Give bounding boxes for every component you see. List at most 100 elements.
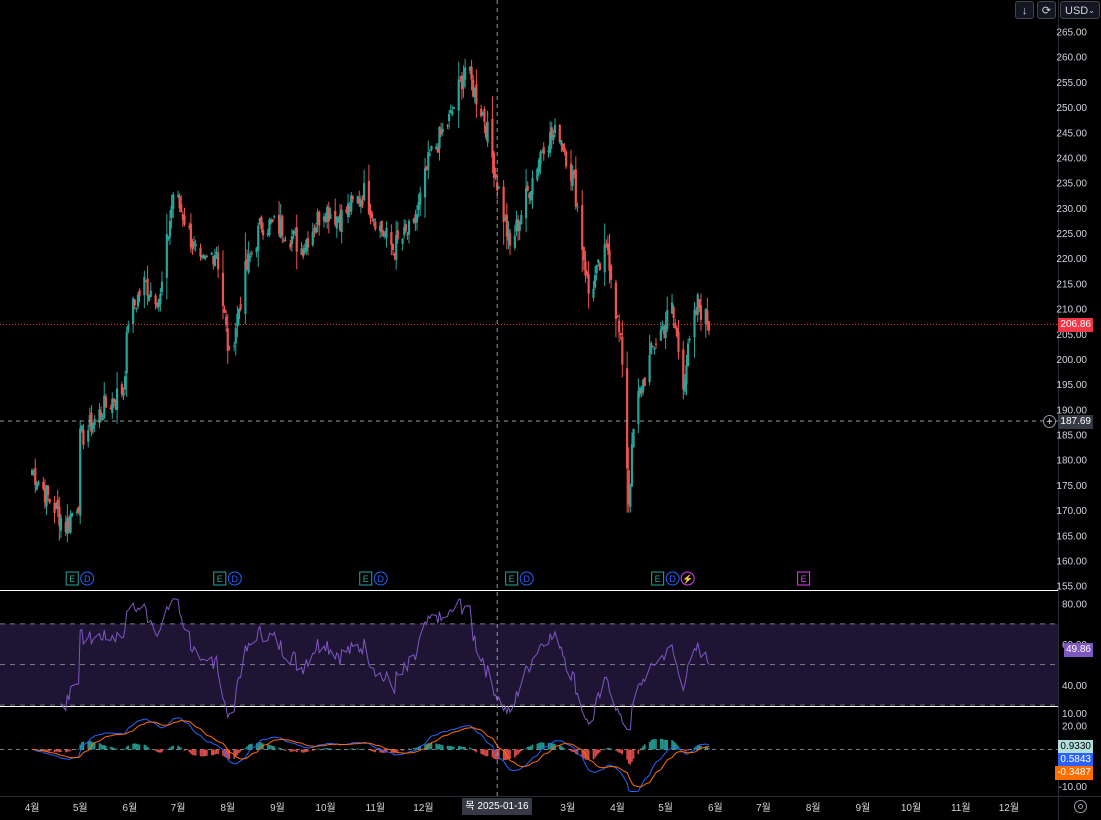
- candle: [518, 221, 521, 232]
- macd-histogram-bar: [358, 748, 361, 750]
- candle: [75, 511, 79, 513]
- candle: [675, 328, 678, 337]
- candle: [115, 388, 119, 410]
- macd-histogram-bar: [114, 748, 117, 750]
- candle: [99, 412, 103, 418]
- macd-histogram-bar: [271, 745, 274, 750]
- macd-histogram-bar: [194, 749, 197, 756]
- event-marker-label: D: [232, 574, 239, 584]
- candle: [619, 332, 622, 335]
- macd-histogram-bar: [594, 749, 596, 758]
- macd-histogram-bar: [542, 742, 545, 750]
- candle: [122, 392, 125, 396]
- candle: [616, 315, 619, 317]
- macd-histogram-bar: [157, 749, 160, 753]
- candle: [127, 325, 130, 331]
- candle: [452, 107, 456, 109]
- settings-gear-icon[interactable]: [1074, 800, 1087, 813]
- candle: [524, 187, 528, 219]
- candle: [670, 302, 674, 314]
- candle: [497, 186, 500, 189]
- candle: [112, 398, 115, 403]
- macd-histogram-bar: [446, 745, 449, 750]
- candle: [188, 226, 191, 228]
- add-alert-plus-icon[interactable]: +: [1043, 415, 1056, 428]
- candle: [372, 218, 375, 222]
- candle: [391, 243, 395, 251]
- macd-histogram-bar: [206, 749, 208, 756]
- candle: [606, 243, 609, 251]
- macd-histogram-bar: [539, 742, 542, 750]
- candle: [239, 304, 242, 310]
- macd-histogram-bar: [526, 747, 529, 750]
- macd-histogram-bar: [302, 749, 304, 753]
- candle: [686, 343, 690, 367]
- candle: [269, 220, 273, 223]
- candle: [212, 256, 215, 265]
- dividend-event-icon: [80, 571, 95, 586]
- candle: [448, 113, 451, 122]
- macd-histogram-bar: [480, 749, 482, 754]
- candle: [87, 430, 90, 442]
- candle: [345, 209, 348, 213]
- candle: [324, 217, 327, 222]
- candle: [282, 239, 285, 241]
- candle: [393, 253, 396, 257]
- macd-line-badge: 0.5843: [1058, 753, 1093, 767]
- macd-histogram-bar: [339, 749, 341, 751]
- dividend-event-icon: [373, 571, 388, 586]
- candle: [504, 217, 507, 220]
- macd-histogram-bar: [470, 748, 473, 750]
- candle: [581, 205, 584, 250]
- macd-histogram-bar: [133, 743, 136, 750]
- macd-histogram-bar: [371, 749, 373, 752]
- download-button[interactable]: ↓: [1015, 1, 1034, 19]
- macd-histogram-bar: [64, 749, 67, 753]
- candle: [351, 196, 354, 200]
- macd-histogram-bar: [307, 749, 309, 752]
- download-arrow-icon: ↓: [1021, 5, 1028, 17]
- macd-histogram-bar: [698, 745, 701, 750]
- macd-histogram-bar: [291, 749, 293, 752]
- price-tick-label: 245.00: [1056, 128, 1087, 139]
- event-marker-label: E: [801, 574, 807, 584]
- macd-histogram-bar: [127, 745, 130, 750]
- macd-histogram-bar: [238, 749, 240, 754]
- macd-line: [32, 717, 710, 792]
- candle: [460, 75, 464, 90]
- macd-histogram-bar: [350, 748, 353, 750]
- macd-histogram-bar: [267, 744, 269, 750]
- macd-histogram-bar: [103, 745, 106, 750]
- macd-histogram-bar: [629, 749, 632, 765]
- macd-histogram-bar: [493, 749, 495, 759]
- candle: [300, 248, 303, 255]
- candle: [261, 229, 265, 236]
- time-tick-label: 9월: [856, 802, 871, 814]
- candle: [638, 387, 642, 395]
- candle: [247, 253, 250, 273]
- rsi-value-badge: 49.86: [1063, 643, 1093, 657]
- macd-signal-line: [32, 720, 710, 788]
- candle: [168, 220, 172, 237]
- macd-histogram-bar: [124, 748, 126, 750]
- candle: [335, 216, 338, 229]
- macd-histogram-bar: [278, 747, 280, 750]
- candle: [181, 214, 184, 221]
- macd-histogram-bar: [575, 749, 577, 754]
- currency-selector[interactable]: USD ⌄: [1060, 1, 1100, 19]
- event-marker-label: ⚡: [682, 573, 693, 585]
- macd-histogram-bar: [485, 749, 487, 757]
- candle: [674, 323, 677, 329]
- candle: [53, 502, 56, 514]
- last-price-badge: 206.86: [1058, 318, 1093, 332]
- macd-histogram-bar: [262, 743, 264, 750]
- refresh-button[interactable]: ⟳: [1037, 1, 1056, 19]
- macd-histogram-bar: [60, 749, 62, 753]
- time-tick-label: 5월: [658, 802, 673, 814]
- macd-histogram-bar: [453, 746, 455, 750]
- macd-histogram-bar: [684, 749, 686, 752]
- candle: [284, 240, 287, 242]
- price-tick-label: 210.00: [1056, 305, 1087, 316]
- macd-histogram-bar: [587, 749, 590, 761]
